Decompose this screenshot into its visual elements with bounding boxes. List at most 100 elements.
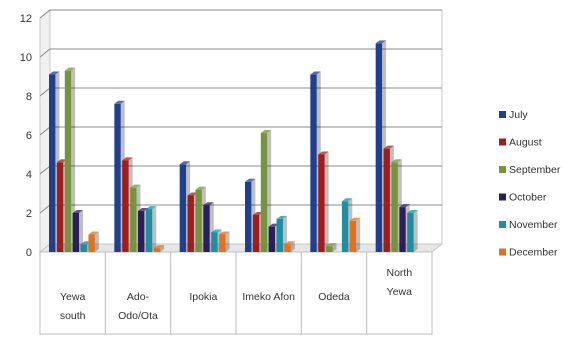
legend-swatch [499, 248, 506, 256]
bar-front [391, 162, 398, 252]
bar-front [88, 234, 95, 252]
bar-side [94, 231, 99, 252]
bar-front [284, 244, 291, 252]
bar-top [219, 231, 230, 235]
bar-front [195, 189, 202, 252]
bar-top [80, 241, 91, 245]
bar-top [268, 223, 280, 227]
legend-label: August [509, 137, 542, 149]
bar-november [276, 215, 287, 252]
bar-front [56, 162, 64, 252]
legend-swatch [499, 166, 506, 173]
bar-top [114, 100, 125, 104]
bar-side [324, 151, 329, 252]
bar-side [225, 231, 230, 252]
bar-december [219, 231, 230, 252]
legend-label: July [509, 109, 528, 121]
bar-november [145, 206, 157, 252]
category-label: Ado- [127, 291, 150, 303]
bar-front [276, 218, 283, 252]
category-label: North [386, 267, 412, 279]
bar-top [203, 202, 214, 206]
bar-front [153, 248, 161, 252]
bar-front [49, 74, 56, 252]
y-axis-ticks: 0 2 4 6 8 10 12 [20, 13, 32, 259]
bar-front [203, 205, 210, 252]
category-label: south [60, 310, 86, 322]
bar-side [267, 130, 272, 252]
bar-front [326, 246, 333, 252]
gridline [39, 9, 442, 19]
y-tick-label: 0 [26, 247, 32, 259]
bar-front [114, 103, 121, 252]
bar-front [383, 148, 390, 252]
bar-top [407, 210, 418, 213]
bar-side [356, 217, 361, 252]
bar-august [318, 151, 329, 252]
bar-side [160, 245, 165, 252]
y-tick-label: 4 [26, 169, 32, 181]
bar-front [318, 154, 325, 252]
bar-december [88, 231, 99, 252]
legend-swatch [499, 221, 506, 228]
bar-front [72, 213, 80, 252]
bar-top [138, 208, 149, 212]
category-label: Odeda [318, 291, 350, 303]
bar-top [56, 159, 68, 163]
bar-front [375, 43, 383, 252]
bar-side [79, 210, 84, 252]
bar-front [260, 133, 268, 252]
bar-top [179, 161, 191, 165]
bar-front [399, 207, 406, 252]
bar-top [122, 157, 133, 161]
bar-november [407, 210, 418, 252]
bar-december [284, 241, 295, 252]
bar-top [64, 67, 76, 71]
y-tick-label: 2 [26, 208, 32, 220]
bars [49, 40, 418, 253]
bar-top [88, 231, 99, 235]
bar-side [71, 67, 76, 253]
bar-front [310, 74, 317, 252]
bar-front [349, 220, 357, 252]
bar-top [260, 130, 272, 134]
legend-swatch [499, 111, 506, 118]
bar-top [252, 211, 264, 215]
legend-swatch [499, 138, 506, 146]
bar-side [290, 241, 295, 252]
bar-top [195, 186, 206, 190]
bar-front [245, 181, 252, 252]
category-labels: Yewa south Ado- Odo/Ota Ipokia Imeko Afon Oded… [60, 267, 413, 322]
bar-top [211, 229, 222, 233]
bar-top [310, 71, 321, 75]
bar-front [130, 187, 137, 252]
plot-area [38, 8, 444, 335]
category-label: Yewa [387, 286, 412, 298]
category-label: Ipokia [189, 291, 217, 303]
bar-top [383, 145, 394, 149]
bar-front [179, 164, 187, 252]
bar-front [341, 201, 349, 252]
bar-top [391, 159, 402, 163]
category-label: Odo/Ota [118, 310, 158, 322]
bar-top [375, 40, 387, 44]
bar-side [413, 210, 418, 252]
legend-label: October [509, 192, 547, 204]
bar-front [187, 195, 194, 252]
y-tick-label: 10 [20, 52, 32, 64]
bar-front [138, 211, 145, 252]
y-tick-label: 6 [26, 130, 32, 142]
bar-top [145, 206, 157, 210]
bar-top [326, 243, 337, 247]
bar-front [268, 226, 276, 252]
bar-top [318, 151, 329, 155]
bar-top [349, 217, 361, 221]
bar-front [64, 70, 72, 253]
bar-front [407, 213, 414, 252]
bar-top [187, 192, 198, 196]
bar-top [130, 184, 141, 188]
bar-september [260, 130, 272, 252]
bar-december [153, 245, 165, 252]
bar-october [72, 210, 84, 252]
bar-top [153, 245, 165, 249]
